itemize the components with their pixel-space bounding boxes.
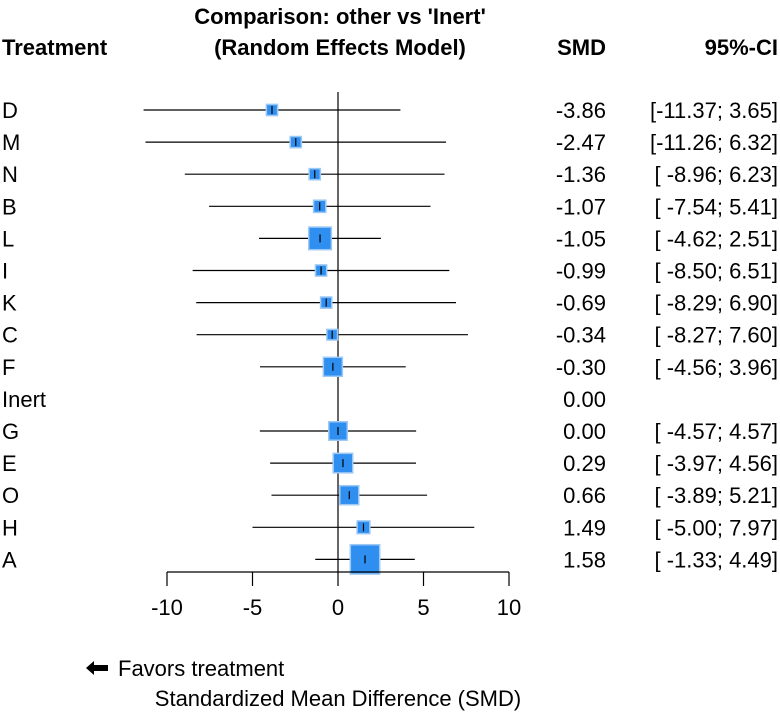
- forest-row-e: E 0.29 [ -3.97; 4.56]: [2, 451, 778, 476]
- ci-value: [ -4.56; 3.96]: [654, 355, 778, 380]
- forest-row-a: A 1.58 [ -1.33; 4.49]: [2, 543, 778, 575]
- x-tick-label: -10: [151, 595, 183, 620]
- smd-value: -0.34: [556, 323, 606, 348]
- ci-value: [-11.26; 6.32]: [650, 130, 778, 155]
- forest-row-b: B -1.07 [ -7.54; 5.41]: [2, 194, 778, 219]
- smd-value: -1.36: [556, 162, 606, 187]
- smd-value: 0.29: [563, 451, 606, 476]
- treatment-label: B: [2, 194, 17, 219]
- ci-value: [ -8.29; 6.90]: [654, 291, 778, 316]
- treatment-label: Inert: [2, 387, 46, 412]
- ci-value: [ -3.97; 4.56]: [654, 451, 778, 476]
- ci-value: [ -4.62; 2.51]: [654, 226, 778, 251]
- forest-row-d: D -3.86 [-11.37; 3.65]: [2, 98, 778, 123]
- forest-row-o: O 0.66 [ -3.89; 5.21]: [2, 483, 778, 508]
- treatment-label: D: [2, 98, 18, 123]
- smd-value: -0.69: [556, 291, 606, 316]
- treatment-label: L: [2, 226, 14, 251]
- x-tick-label: 5: [417, 595, 429, 620]
- ci-value: [ -5.00; 7.97]: [654, 515, 778, 540]
- favors-treatment-note: Favors treatment: [86, 656, 284, 681]
- smd-value: -0.99: [556, 259, 606, 284]
- chart-title-line2: (Random Effects Model): [214, 35, 466, 60]
- treatment-label: C: [2, 323, 18, 348]
- ci-value: [ -8.27; 7.60]: [654, 323, 778, 348]
- smd-value: -1.05: [556, 226, 606, 251]
- treatment-label: E: [2, 451, 17, 476]
- smd-value: -2.47: [556, 130, 606, 155]
- ci-value: [-11.37; 3.65]: [650, 98, 778, 123]
- smd-value: 0.00: [563, 387, 606, 412]
- column-header-smd: SMD: [557, 35, 606, 60]
- smd-value: -0.30: [556, 355, 606, 380]
- forest-row-n: N -1.36 [ -8.96; 6.23]: [2, 162, 778, 187]
- ci-value: [ -1.33; 4.49]: [654, 547, 778, 572]
- x-tick-label: 10: [497, 595, 521, 620]
- treatment-label: O: [2, 483, 19, 508]
- treatment-label: K: [2, 291, 17, 316]
- smd-value: -1.07: [556, 194, 606, 219]
- smd-value: 1.58: [563, 547, 606, 572]
- treatment-label: G: [2, 419, 19, 444]
- smd-value: -3.86: [556, 98, 606, 123]
- favors-treatment-label: Favors treatment: [118, 656, 284, 681]
- ci-value: [ -3.89; 5.21]: [654, 483, 778, 508]
- forest-row-m: M -2.47 [-11.26; 6.32]: [2, 130, 778, 155]
- forest-row-h: H 1.49 [ -5.00; 7.97]: [2, 515, 778, 540]
- forest-row-f: F -0.30 [ -4.56; 3.96]: [2, 355, 778, 380]
- smd-value: 0.00: [563, 419, 606, 444]
- forest-row-g: G 0.00 [ -4.57; 4.57]: [2, 419, 778, 444]
- treatment-label: I: [2, 259, 8, 284]
- x-axis-label: Standardized Mean Difference (SMD): [155, 686, 521, 711]
- treatment-label: H: [2, 515, 18, 540]
- ci-value: [ -8.50; 6.51]: [654, 259, 778, 284]
- forest-rows: D -3.86 [-11.37; 3.65] M -2.47 [-11.26; 6.32]…: [2, 92, 778, 575]
- column-header-ci: 95%-CI: [705, 35, 778, 60]
- ci-value: [ -7.54; 5.41]: [654, 194, 778, 219]
- x-tick-label: -5: [243, 595, 263, 620]
- forest-row-c: C -0.34 [ -8.27; 7.60]: [2, 323, 778, 348]
- treatment-label: A: [2, 547, 17, 572]
- ci-value: [ -4.57; 4.57]: [654, 419, 778, 444]
- chart-title-line1: Comparison: other vs 'Inert': [194, 4, 486, 29]
- treatment-label: M: [2, 130, 20, 155]
- forest-row-inert: Inert 0.00: [2, 387, 606, 412]
- forest-row-k: K -0.69 [ -8.29; 6.90]: [2, 291, 778, 316]
- smd-value: 0.66: [563, 483, 606, 508]
- x-tick-label: 0: [332, 595, 344, 620]
- x-axis: -10 -5 0 5 10: [151, 571, 521, 620]
- ci-value: [ -8.96; 6.23]: [654, 162, 778, 187]
- treatment-label: F: [2, 355, 15, 380]
- forest-row-l: L -1.05 [ -4.62; 2.51]: [2, 226, 778, 251]
- forest-row-i: I -0.99 [ -8.50; 6.51]: [2, 259, 778, 284]
- column-header-treatment: Treatment: [2, 35, 108, 60]
- arrow-left-icon: [86, 661, 108, 675]
- treatment-label: N: [2, 162, 18, 187]
- smd-value: 1.49: [563, 515, 606, 540]
